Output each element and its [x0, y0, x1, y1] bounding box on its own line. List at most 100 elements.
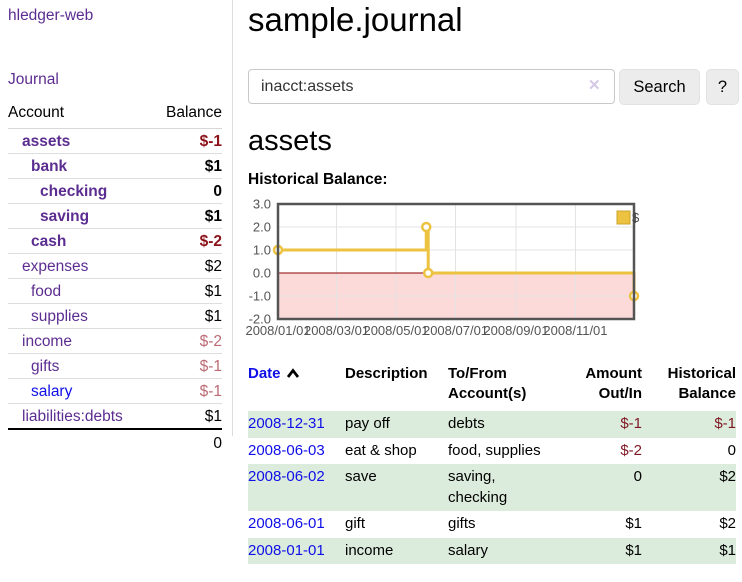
sidebar-item-journal[interactable]: Journal: [8, 71, 59, 88]
svg-text:$: $: [632, 210, 640, 225]
transaction-accounts: saving, checking: [448, 468, 508, 506]
app-title-link[interactable]: hledger-web: [8, 7, 94, 24]
account-balance: $-1: [151, 353, 222, 379]
transaction-accounts: gifts: [448, 515, 476, 532]
account-balance: $1: [151, 153, 222, 179]
transaction-date-link[interactable]: 2008-06-03: [248, 441, 325, 459]
transaction-row: 2008-06-03 eat & shop food, supplies $-2…: [248, 438, 736, 465]
transaction-date-link[interactable]: 2008-12-31: [248, 415, 325, 432]
account-balance: $-1: [151, 378, 222, 404]
account-row: cash $-2: [8, 228, 222, 254]
account-balance: $-1: [151, 128, 222, 154]
svg-text:2008/11/01: 2008/11/01: [543, 323, 607, 338]
search-form: ✕ Search ?: [248, 69, 742, 105]
account-column-header: Account: [8, 101, 152, 129]
transaction-description: pay off: [345, 415, 390, 432]
svg-text:1.0: 1.0: [253, 243, 271, 258]
transactions-header-row: Date Description To/From Account(s) Amou…: [248, 362, 736, 411]
transaction-row: 2008-06-02 save saving, checking 0 $2: [248, 464, 736, 511]
transaction-balance: $2: [719, 515, 736, 532]
transaction-balance: $2: [719, 468, 736, 485]
transaction-balance: 0: [727, 441, 736, 459]
sidebar-divider: [232, 0, 233, 436]
account-balance: 0: [151, 178, 222, 204]
help-button[interactable]: ?: [706, 69, 739, 105]
sort-by-date-link[interactable]: Date: [248, 365, 300, 382]
account-balance: $1: [151, 303, 222, 329]
accounts-balance-table: Account Balance assets $-1 bank $1 check…: [8, 101, 222, 456]
transaction-amount: $1: [625, 515, 642, 532]
transaction-amount: $-2: [620, 441, 642, 459]
sort-ascending-icon: [286, 367, 299, 378]
account-row: salary $-1: [8, 378, 222, 404]
account-balance: $1: [151, 403, 222, 430]
transaction-accounts: salary: [448, 541, 489, 559]
transaction-balance: $-1: [714, 415, 736, 432]
account-link[interactable]: saving: [40, 207, 90, 225]
transaction-amount: 0: [633, 468, 642, 485]
page-title: sample.journal: [248, 1, 463, 38]
accounts-total-value: 0: [213, 435, 222, 452]
transaction-date-link[interactable]: 2008-01-01: [248, 541, 325, 559]
transaction-description: gift: [345, 515, 366, 532]
chart-heading: Historical Balance:: [248, 171, 388, 188]
main-content: sample.journal ✕ Search ? assets Histori…: [245, 0, 742, 582]
transaction-row: 2008-06-01 gift gifts $1 $2: [248, 511, 736, 538]
account-balance: $1: [151, 203, 222, 229]
account-link[interactable]: liabilities:debts: [22, 407, 123, 425]
account-row: gifts $-1: [8, 353, 222, 379]
transaction-date-link[interactable]: 2008-06-01: [248, 515, 325, 532]
account-link[interactable]: expenses: [22, 257, 89, 275]
account-link[interactable]: cash: [31, 232, 67, 250]
account-link[interactable]: gifts: [31, 357, 60, 375]
account-row: liabilities:debts $1: [8, 403, 222, 430]
svg-text:0.0: 0.0: [253, 266, 271, 281]
svg-text:2008/03/01: 2008/03/01: [304, 323, 369, 338]
account-link[interactable]: income: [22, 332, 72, 350]
chart-canvas: $3.0 2.0 1.0 0.0 -1.0 -2.02008/01/012008/03/0…: [245, 197, 640, 339]
account-row: bank $1: [8, 153, 222, 179]
search-input[interactable]: [248, 69, 615, 104]
search-button[interactable]: Search: [619, 69, 700, 105]
transaction-accounts: food, supplies: [448, 441, 541, 459]
account-link[interactable]: bank: [31, 157, 68, 175]
transaction-row: 2008-12-31 pay off debts $-1 $-1: [248, 411, 736, 438]
account-row: checking 0: [8, 178, 222, 204]
transaction-date-link[interactable]: 2008-06-02: [248, 468, 325, 485]
account-row: supplies $1: [8, 303, 222, 329]
transaction-row: 2008-01-01 income salary $1 $1: [248, 537, 736, 564]
account-link[interactable]: checking: [40, 182, 108, 200]
account-heading: assets: [248, 125, 332, 157]
clear-search-icon[interactable]: ✕: [588, 77, 601, 94]
account-balance: $1: [151, 278, 222, 304]
svg-text:-2.0: -2.0: [249, 312, 271, 327]
transaction-balance: $1: [719, 541, 736, 559]
accounts-table-header: Account Balance: [8, 101, 222, 129]
balance-column-header: Balance: [151, 101, 222, 129]
transaction-accounts: debts: [448, 415, 485, 432]
account-row: food $1: [8, 278, 222, 304]
balance-column-header: Historical Balance: [667, 365, 736, 402]
svg-text:2.0: 2.0: [253, 220, 271, 235]
accounts-total-row: 0: [8, 429, 222, 456]
account-balance: $-2: [151, 228, 222, 254]
amount-column-header: Amount Out/In: [585, 365, 642, 402]
svg-text:3.0: 3.0: [253, 197, 271, 212]
description-column-header: Description: [345, 365, 428, 382]
account-link[interactable]: food: [31, 282, 62, 300]
historical-balance-chart: $3.0 2.0 1.0 0.0 -1.0 -2.0 2008/01/01 2008/03/0…: [245, 197, 668, 349]
svg-text:-1.0: -1.0: [249, 289, 271, 304]
svg-text:2008/05/01: 2008/05/01: [363, 323, 428, 338]
transaction-amount: $-1: [620, 415, 642, 432]
account-link[interactable]: supplies: [31, 307, 88, 325]
svg-text:2008/07/01: 2008/07/01: [423, 323, 488, 338]
svg-text:2008/01/01: 2008/01/01: [245, 323, 310, 338]
account-row: assets $-1: [8, 128, 222, 154]
account-link[interactable]: assets: [22, 132, 71, 150]
account-row: saving $1: [8, 203, 222, 229]
account-column-header: To/From Account(s): [448, 365, 527, 402]
account-link[interactable]: salary: [31, 382, 73, 400]
account-row: income $-2: [8, 328, 222, 354]
svg-text:2008/09/01: 2008/09/01: [483, 323, 548, 338]
account-balance: $-2: [151, 328, 222, 354]
